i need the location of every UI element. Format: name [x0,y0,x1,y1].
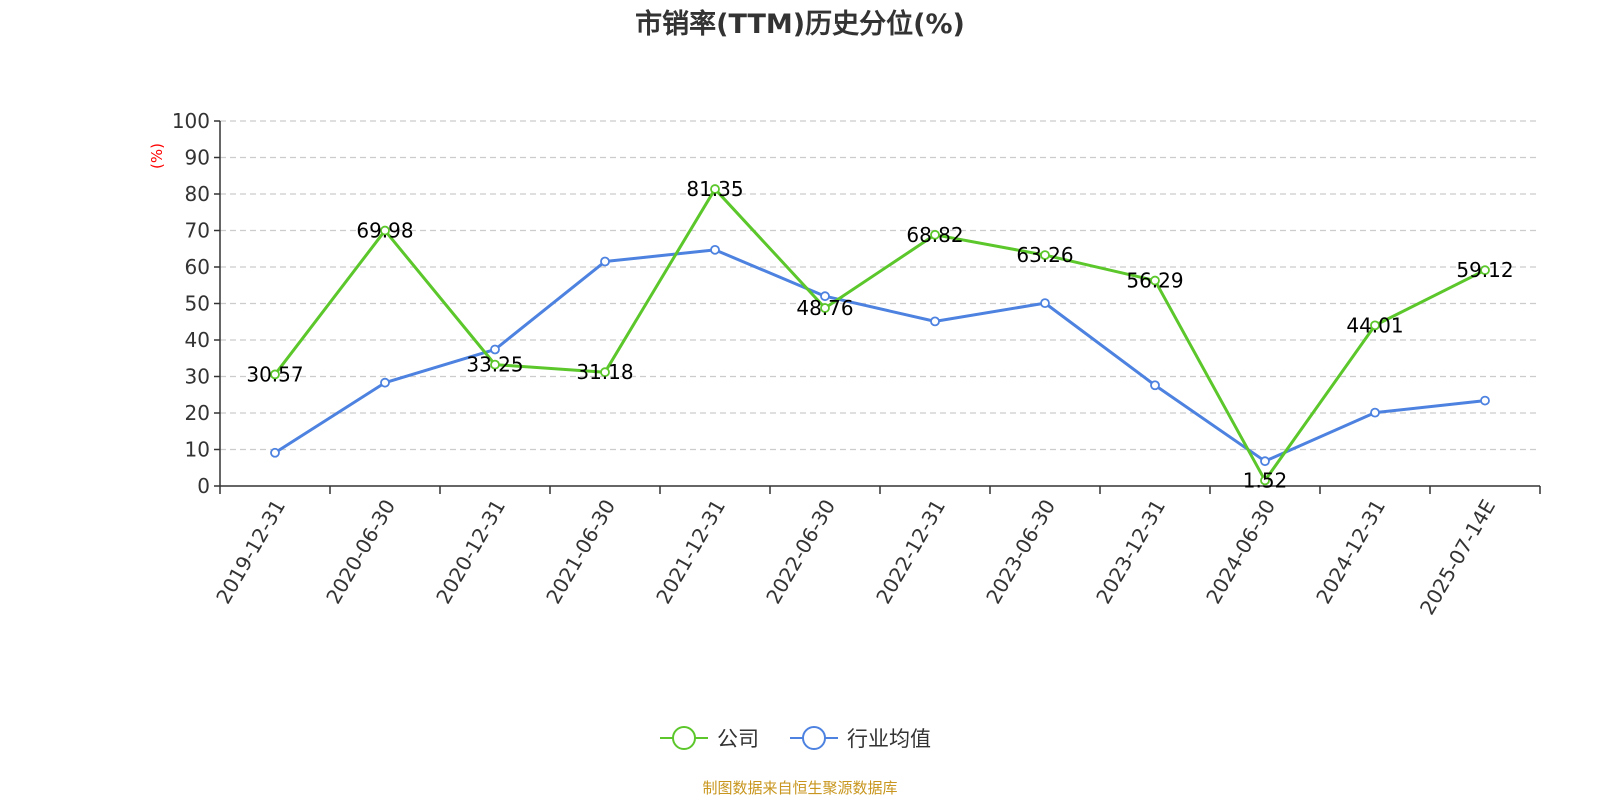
data-label: 69.98 [356,219,413,243]
x-tick-label: 2022-12-31 [871,495,950,608]
y-tick-label: 90 [185,146,210,170]
data-point[interactable] [1150,275,1160,286]
x-tick-label: 2021-06-30 [541,495,620,608]
legend[interactable]: 公司 行业均值 [660,726,931,751]
y-axis-label: (%) [148,143,166,169]
data-point[interactable] [490,344,500,355]
axes: 0 10 20 30 40 50 60 70 80 90 100 2019-12-31 2020-06-… [172,109,1541,619]
x-tick-label: 2019-12-31 [211,495,290,608]
data-point[interactable] [1260,456,1270,467]
data-label: 59.12 [1456,258,1513,282]
data-label: 63.26 [1016,243,1073,267]
y-tick-label: 0 [197,474,210,498]
x-tick-label: 2022-06-30 [761,495,840,608]
source-note: 制图数据来自恒生聚源数据库 [702,779,897,797]
data-point[interactable] [490,359,500,370]
x-tick-label: 2023-12-31 [1091,495,1170,608]
data-label: 81.35 [686,177,743,201]
data-label: 44.01 [1346,313,1403,337]
y-tick-label: 50 [185,292,210,316]
data-point[interactable] [1480,395,1490,406]
series-0 [270,184,1490,486]
legend-item-1[interactable]: 行业均值 [790,726,931,751]
data-point[interactable] [600,256,610,267]
legend-marker [802,726,826,750]
data-point[interactable] [1370,320,1380,331]
y-tick-label: 60 [185,255,210,279]
y-tick-label: 10 [185,438,210,462]
series-1 [270,244,1490,467]
data-point[interactable] [1040,298,1050,309]
data-point[interactable] [600,367,610,378]
chart-title: 市销率(TTM)历史分位(%) [635,8,965,40]
data-point[interactable] [710,244,720,255]
data-label: 68.82 [906,223,963,247]
data-point[interactable] [930,229,940,240]
x-tick-label: 2021-12-31 [651,495,730,608]
legend-label: 行业均值 [847,727,931,751]
data-label: 31.18 [576,360,633,384]
series-line [274,248,1486,463]
data-label: 30.57 [246,362,303,386]
legend-label: 公司 [717,727,759,751]
data-point[interactable] [820,303,830,313]
data-labels: 30.57 69.98 33.25 31.18 81.35 48.76 68.82 63.26… [246,177,1513,492]
data-label: 1.52 [1243,468,1288,492]
data-point[interactable] [1260,475,1270,486]
series-lines [270,184,1490,486]
series-line [273,187,1486,482]
x-tick-label: 2020-12-31 [431,495,510,608]
data-point[interactable] [1370,407,1380,418]
data-point[interactable] [380,225,390,236]
legend-item-0[interactable]: 公司 [660,726,759,751]
data-label: 33.25 [466,353,523,377]
y-tick-label: 30 [185,365,210,389]
y-tick-label: 20 [185,401,210,425]
y-tick-label: 80 [185,182,210,206]
x-tick-label: 2024-06-30 [1201,495,1280,608]
data-point[interactable] [380,377,390,388]
data-point[interactable] [270,369,280,380]
data-point[interactable] [270,447,280,458]
data-point[interactable] [820,291,830,302]
data-point[interactable] [1150,380,1160,391]
y-tick-label: 70 [185,219,210,243]
data-label: 48.76 [796,296,853,320]
data-point[interactable] [1040,250,1050,261]
x-tick-label: 2024-12-31 [1311,495,1390,608]
y-tick-label: 100 [172,109,210,133]
data-point[interactable] [710,184,720,194]
data-point[interactable] [1480,265,1490,276]
x-tick-label: 2023-06-30 [981,495,1060,608]
data-point[interactable] [930,316,940,327]
x-tick-label: 2025-07-14E [1415,495,1500,619]
x-tick-label: 2020-06-30 [321,495,400,608]
grid-lines [220,120,1540,451]
legend-marker [672,726,696,750]
y-tick-label: 40 [185,328,210,352]
data-label: 56.29 [1126,269,1183,293]
